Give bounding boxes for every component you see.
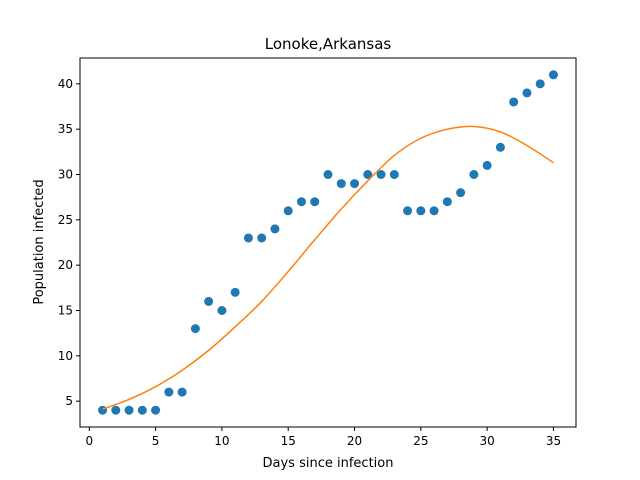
y-axis: 5 10 15 20 25 30 35 40 (58, 77, 80, 408)
data-point (243, 233, 253, 243)
data-point (336, 179, 346, 189)
y-tick-label: 10 (58, 349, 73, 363)
data-point (495, 142, 505, 152)
data-point (535, 79, 545, 89)
data-point (137, 405, 147, 415)
data-point (469, 170, 479, 180)
data-point (310, 197, 320, 207)
x-tick-label: 10 (214, 434, 229, 448)
data-point (177, 387, 187, 397)
data-point (230, 287, 240, 297)
y-tick-label: 25 (58, 213, 73, 227)
y-tick-label: 5 (65, 394, 73, 408)
y-axis-label: Population infected (32, 179, 47, 304)
data-point (217, 305, 227, 315)
data-point (482, 160, 492, 170)
y-tick-label: 15 (58, 303, 73, 317)
x-tick-label: 0 (85, 434, 93, 448)
data-point (548, 70, 558, 80)
data-point (403, 206, 413, 216)
data-point (376, 170, 386, 180)
data-point (363, 170, 373, 180)
data-point (98, 405, 108, 415)
x-tick-label: 5 (152, 434, 160, 448)
y-tick-label: 35 (58, 122, 73, 136)
data-point (522, 88, 532, 98)
x-axis: 0 5 10 15 20 25 30 35 (85, 427, 561, 448)
x-axis-label: Days since infection (263, 456, 394, 471)
data-point (283, 206, 293, 216)
axes-frame (79, 57, 577, 428)
y-tick-label: 20 (58, 258, 73, 272)
data-point (111, 405, 121, 415)
x-tick-label: 20 (347, 434, 362, 448)
data-point (296, 197, 306, 207)
data-point (456, 188, 466, 198)
data-point (124, 405, 134, 415)
chart-title: Lonoke,Arkansas (265, 35, 392, 53)
data-point (442, 197, 452, 207)
y-tick-label: 40 (58, 77, 73, 91)
data-point (164, 387, 174, 397)
fit-curve (102, 125, 554, 411)
data-point (151, 405, 161, 415)
data-point (190, 324, 200, 334)
x-tick-label: 35 (546, 434, 561, 448)
data-point (509, 97, 519, 107)
data-point (389, 170, 399, 180)
data-point (270, 224, 280, 234)
x-tick-label: 15 (281, 434, 296, 448)
data-point (350, 179, 360, 189)
x-tick-label: 30 (480, 434, 495, 448)
data-point (323, 170, 333, 180)
data-point (257, 233, 267, 243)
data-point (429, 206, 439, 216)
y-tick-label: 30 (58, 168, 73, 182)
data-point (416, 206, 426, 216)
data-point (204, 296, 214, 306)
plot-area (98, 70, 558, 415)
x-tick-label: 25 (413, 434, 428, 448)
